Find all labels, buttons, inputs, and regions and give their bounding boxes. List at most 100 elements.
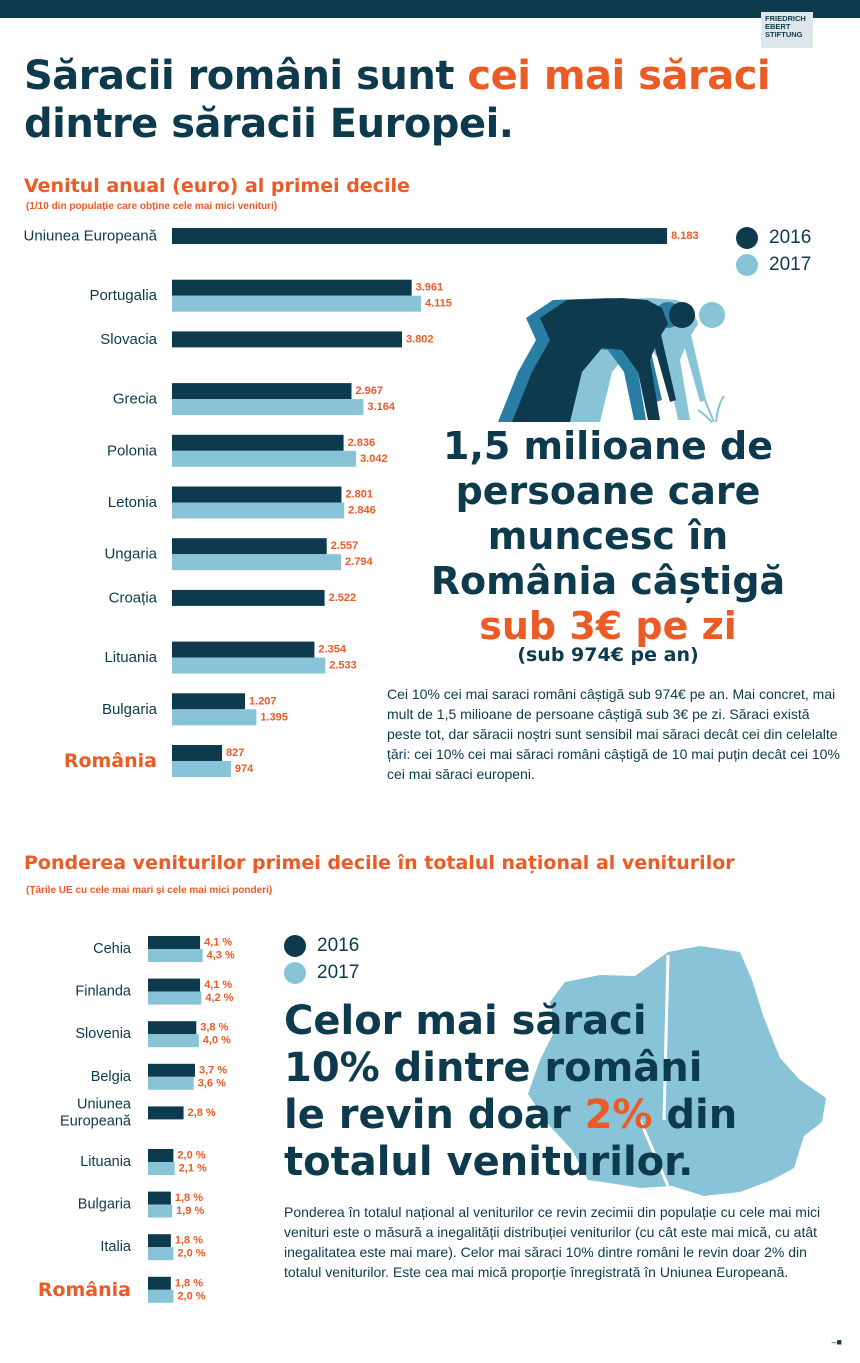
value-label-ungaria-2017: 2.794 <box>345 556 373 568</box>
value-label-cehia-2016: 4,1 % <box>204 937 232 949</box>
category-label-polonia: Polonia <box>107 442 158 459</box>
value-label-romania-2017: 2,0 % <box>177 1290 205 1302</box>
callout1-subheading: (sub 974€ pe an) <box>517 644 699 666</box>
bar-finlanda-2016 <box>148 978 201 992</box>
fes-logo: FRIEDRICH EBERT STIFTUNG <box>761 12 813 48</box>
value-label-polonia-2017: 3.042 <box>360 453 388 465</box>
category-label-lituania: Lituania <box>104 649 157 666</box>
value-label-lituania-2017: 2,1 % <box>179 1163 207 1175</box>
callout2-highlight: 2% <box>584 1092 653 1138</box>
value-label-grecia-2017: 3.164 <box>367 401 395 413</box>
value-label-bulgaria-2016: 1,8 % <box>175 1192 203 1204</box>
chart2-title: Ponderea veniturilor primei decile în to… <box>24 852 735 874</box>
bar-romania-2016 <box>172 745 223 761</box>
bar-lituania-2016 <box>172 641 315 658</box>
bar-lituania-2017 <box>172 657 326 674</box>
bar-ungaria-2017 <box>172 554 342 571</box>
bar-finlanda-2017 <box>148 991 202 1005</box>
bar-letonia-2017 <box>172 502 345 519</box>
category-label-romania: România <box>64 750 157 772</box>
category-label-finlanda: Finlanda <box>75 984 132 1000</box>
legend2-swatch-2016 <box>284 934 306 957</box>
bar-grecia-2017 <box>172 399 364 416</box>
value-label-bulgaria-2016: 1.207 <box>249 695 277 707</box>
legend-swatch-2016 <box>736 226 758 249</box>
bar-croatia-2016 <box>172 589 325 606</box>
legend2-item-2017: 2017 <box>284 959 359 986</box>
value-label-slovenia-2016: 3,8 % <box>200 1022 228 1034</box>
value-label-portugalia-2016: 3.961 <box>416 282 444 294</box>
bar-belgia-2016 <box>148 1063 195 1077</box>
value-label-slovenia-2017: 4,0 % <box>203 1035 231 1047</box>
category-label-cehia: Cehia <box>93 941 132 957</box>
bar-portugalia-2017 <box>172 295 421 312</box>
bar-portugalia-2016 <box>172 279 412 296</box>
value-label-belgia-2016: 3,7 % <box>199 1064 227 1076</box>
value-label-romania-2016: 1,8 % <box>175 1277 203 1289</box>
bar-lituania-2016 <box>148 1149 174 1162</box>
value-label-uniunea-europeana-2016: 8.183 <box>671 230 699 242</box>
category-label-bulgaria: Bulgaria <box>78 1197 132 1213</box>
value-label-uniunea-europeana-2016: 2,8 % <box>188 1107 216 1119</box>
category-label-grecia: Grecia <box>113 391 158 408</box>
value-label-lituania-2016: 2,0 % <box>177 1150 205 1162</box>
value-label-lituania-2016: 2.354 <box>318 644 346 656</box>
bar-grecia-2016 <box>172 383 352 400</box>
value-label-portugalia-2017: 4.115 <box>425 298 452 310</box>
value-label-grecia-2016: 2.967 <box>356 385 384 397</box>
bar-ungaria-2016 <box>172 538 327 555</box>
category-label-uniunea-europeana-0: Uniunea <box>77 1096 132 1112</box>
legend2-item-2016: 2016 <box>284 932 359 959</box>
bar-belgia-2017 <box>148 1076 194 1090</box>
category-label-portugalia: Portugalia <box>89 287 157 304</box>
category-label-slovacia: Slovacia <box>100 331 157 348</box>
category-label-lituania: Lituania <box>80 1154 132 1170</box>
value-label-ungaria-2016: 2.557 <box>331 540 359 552</box>
category-label-letonia: Letonia <box>108 494 158 511</box>
value-label-romania-2017: 974 <box>235 763 254 775</box>
bar-lituania-2017 <box>148 1162 175 1175</box>
category-label-italia: Italia <box>100 1239 132 1255</box>
value-label-croatia-2016: 2.522 <box>329 592 357 604</box>
value-label-italia-2017: 2,0 % <box>177 1248 205 1260</box>
page-mark: –■ <box>831 1337 842 1347</box>
chart1-title: Venitul anual (euro) al primei decile <box>24 175 410 197</box>
legend-swatch-2017 <box>736 253 758 276</box>
category-label-romania: România <box>38 1279 131 1301</box>
value-label-slovacia-2016: 3.802 <box>406 333 434 345</box>
category-label-slovenia: Slovenia <box>75 1026 132 1042</box>
value-label-belgia-2017: 3,6 % <box>198 1077 226 1089</box>
category-label-belgia: Belgia <box>91 1069 132 1085</box>
bar-cehia-2017 <box>148 949 203 962</box>
bar-romania-2016 <box>148 1276 171 1290</box>
legend-item-2017: 2017 <box>736 251 811 278</box>
chart2-subtitle: (Țările UE cu cele mai mari și cele mai … <box>26 885 273 896</box>
legend2-swatch-2017 <box>284 961 306 984</box>
value-label-lituania-2017: 2.533 <box>329 660 357 672</box>
value-label-bulgaria-2017: 1,9 % <box>176 1205 204 1217</box>
callout1-heading: 1,5 milioane de persoane care muncesc în… <box>418 424 798 649</box>
page-title: Săracii români sunt cei mai săraci dintr… <box>24 53 771 147</box>
bar-uniunea-europeana-2016 <box>172 228 668 244</box>
value-label-polonia-2016: 2.836 <box>348 437 376 449</box>
callout2-paragraph: Ponderea în totalul național al venituri… <box>284 1204 821 1280</box>
value-label-finlanda-2017: 4,2 % <box>205 992 233 1004</box>
value-label-italia-2016: 1,8 % <box>175 1235 203 1247</box>
bar-bulgaria-2016 <box>148 1191 171 1205</box>
chart2-legend: 2016 2017 <box>284 932 359 986</box>
bar-romania-2017 <box>172 761 231 777</box>
bar-polonia-2016 <box>172 434 344 451</box>
callout1-paragraph: Cei 10% cei mai saraci români câștigă su… <box>387 686 840 782</box>
value-label-letonia-2017: 2.846 <box>348 505 376 517</box>
category-label-croatia: Croația <box>109 589 158 606</box>
value-label-finlanda-2016: 4,1 % <box>204 979 232 991</box>
callout1-highlight: sub 3€ pe zi <box>479 604 737 648</box>
chart1-subtitle: (1/10 din populație care obține cele mai… <box>26 201 278 212</box>
bar-italia-2017 <box>148 1247 174 1261</box>
value-label-letonia-2016: 2.801 <box>345 489 373 501</box>
bar-romania-2017 <box>148 1289 174 1303</box>
bar-polonia-2017 <box>172 450 357 467</box>
chart1-legend: 2016 2017 <box>736 224 811 278</box>
category-label-ungaria: Ungaria <box>104 546 157 563</box>
